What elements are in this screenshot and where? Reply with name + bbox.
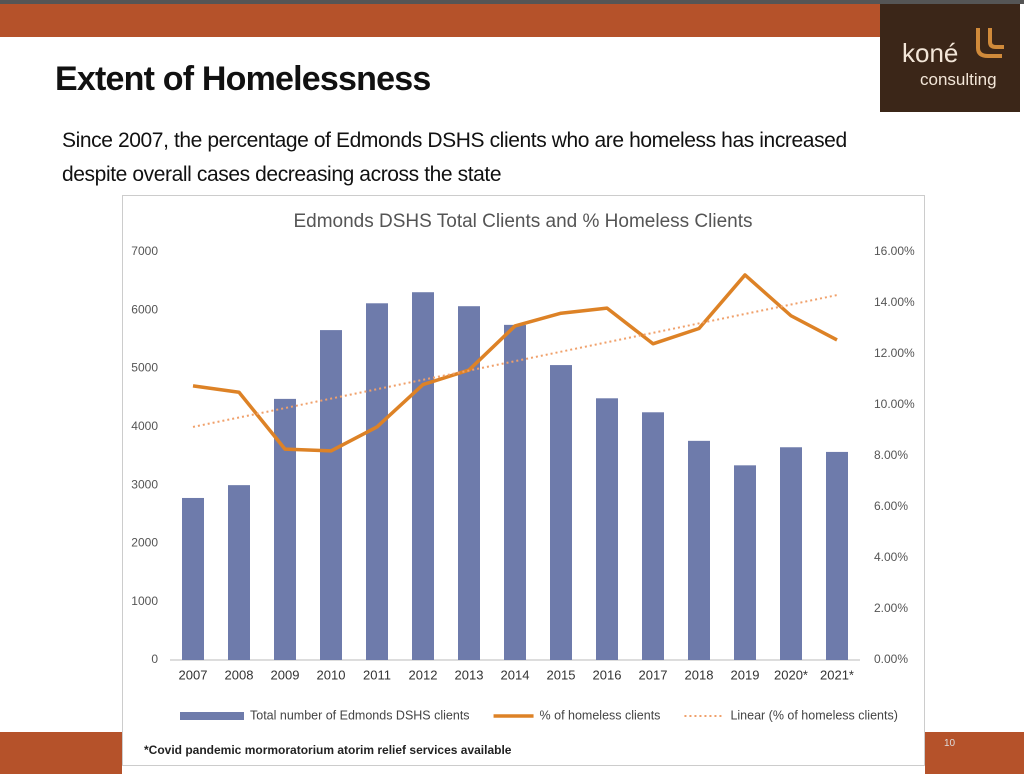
x-tick-label: 2013 (455, 667, 484, 682)
legend-label: % of homeless clients (540, 708, 661, 722)
logo: koné consulting (880, 4, 1020, 112)
x-tick-label: 2010 (317, 667, 346, 682)
slide-subtitle: Since 2007, the percentage of Edmonds DS… (62, 129, 847, 186)
x-tick-label: 2017 (639, 667, 668, 682)
y2-tick-label: 4.00% (874, 550, 908, 564)
y-tick-label: 7000 (131, 244, 158, 258)
bar (780, 447, 802, 660)
bar (274, 398, 296, 660)
y-tick-label: 4000 (131, 419, 158, 433)
bar (412, 292, 434, 660)
logo-name: koné (902, 38, 959, 68)
line (192, 273, 838, 453)
x-tick-label: 2008 (225, 667, 254, 682)
x-tick-label: 2018 (685, 667, 714, 682)
y2-tick-label: 0.00% (874, 652, 908, 666)
bar (826, 451, 848, 660)
x-tick-label: 2020* (774, 667, 808, 682)
y2-tick-label: 2.00% (874, 601, 908, 615)
y-tick-label: 0 (151, 652, 158, 666)
y-tick-label: 5000 (131, 361, 158, 375)
bar (320, 330, 342, 660)
x-tick-label: 2016 (593, 667, 622, 682)
bar (228, 485, 250, 660)
bar (182, 497, 204, 660)
y-tick-label: 3000 (131, 477, 158, 491)
legend-label: Linear (% of homeless clients) (730, 708, 897, 722)
y2-tick-label: 6.00% (874, 499, 908, 513)
slide-title: Extent of Homelessness (55, 60, 431, 98)
bottom-band-right (925, 732, 1024, 774)
legend-swatch (180, 712, 244, 720)
page-number: 10 (944, 738, 956, 749)
bottom-band-left (0, 732, 122, 774)
chart-title: Edmonds DSHS Total Clients and % Homeles… (293, 211, 752, 232)
bar (596, 398, 618, 660)
y-tick-label: 6000 (131, 302, 158, 316)
y2-tick-label: 12.00% (874, 346, 915, 360)
top-band (0, 4, 880, 37)
x-tick-label: 2014 (501, 667, 530, 682)
logo-sub: consulting (920, 70, 997, 89)
y2-tick-label: 8.00% (874, 448, 908, 462)
bar (688, 440, 710, 660)
bar (734, 465, 756, 660)
y-tick-label: 2000 (131, 536, 158, 550)
bar (550, 365, 572, 660)
x-tick-label: 2019 (731, 667, 760, 682)
legend-label: Total number of Edmonds DSHS clients (250, 708, 470, 722)
y2-tick-label: 14.00% (874, 295, 915, 309)
bar (458, 306, 480, 660)
chart: Edmonds DSHS Total Clients and % Homeles… (122, 195, 925, 766)
x-tick-label: 2021* (820, 667, 854, 682)
x-tick-label: 2009 (271, 667, 300, 682)
x-tick-label: 2015 (547, 667, 576, 682)
x-tick-label: 2007 (179, 667, 208, 682)
footnote: *Covid pandemic mormoratorium atorim rel… (144, 743, 512, 757)
y-tick-label: 1000 (131, 594, 158, 608)
logo-icon (976, 28, 1004, 58)
x-tick-label: 2011 (363, 667, 391, 682)
top-rule (0, 0, 1024, 4)
x-tick-label: 2012 (409, 667, 438, 682)
bar (504, 324, 526, 660)
bar (642, 412, 664, 660)
bar (366, 303, 388, 660)
y2-tick-label: 10.00% (874, 397, 915, 411)
y2-tick-label: 16.00% (874, 244, 915, 258)
